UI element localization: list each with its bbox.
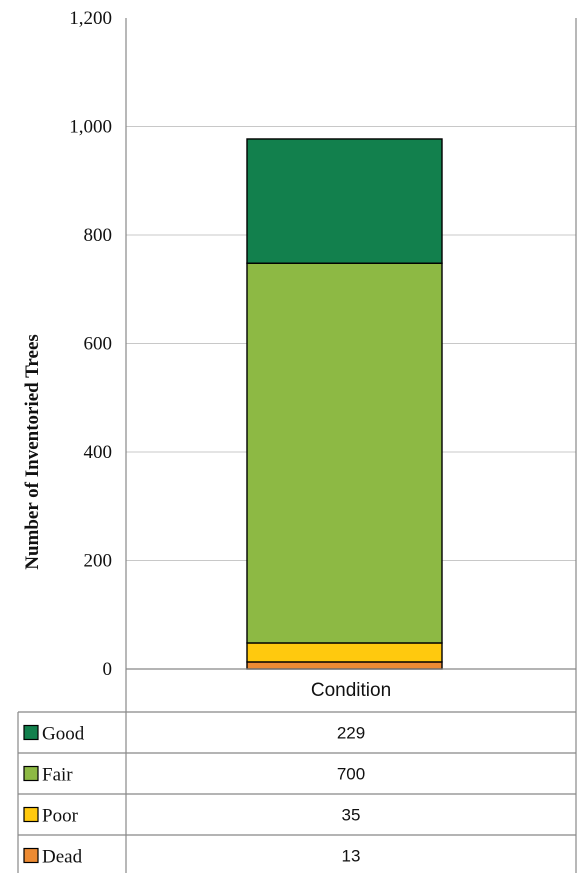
legend-label-good: Good <box>42 724 85 745</box>
y-axis-label: Number of Inventoried Trees <box>22 334 43 570</box>
legend-swatch-good <box>23 724 39 741</box>
data-label-good: 229 <box>337 724 365 743</box>
y-tick-label: 600 <box>84 334 113 355</box>
y-tick-label: 1,200 <box>69 8 112 29</box>
x-category-label: Condition <box>311 680 391 701</box>
legend-swatch-fair <box>23 765 39 782</box>
legend-label-dead: Dead <box>42 847 83 868</box>
data-table: Condition Good 229 Fair 700 Poor 35 Dead 13 <box>17 669 577 873</box>
y-tick-label: 0 <box>103 659 113 680</box>
legend-label-fair: Fair <box>42 765 73 786</box>
y-tick-label: 800 <box>84 225 113 246</box>
bar-segment-dead <box>246 661 443 670</box>
bar-segment-good <box>246 138 443 264</box>
bar-segment-poor <box>246 642 443 663</box>
legend-label-poor: Poor <box>42 806 79 827</box>
legend-swatch-dead <box>23 847 39 864</box>
y-tick-label: 400 <box>84 442 113 463</box>
y-tick-label: 1,000 <box>69 117 112 138</box>
bar-segments <box>246 138 443 670</box>
bar-segment-fair <box>246 262 443 644</box>
data-label-poor: 35 <box>342 806 361 825</box>
plot-frame <box>125 18 577 670</box>
data-label-dead: 13 <box>342 847 361 866</box>
y-tick-label: 200 <box>84 551 113 572</box>
y-axis-ticks: 0 200 400 600 800 1,000 1,200 <box>69 8 112 680</box>
data-label-fair: 700 <box>337 765 365 784</box>
legend-swatch-poor <box>23 806 39 823</box>
